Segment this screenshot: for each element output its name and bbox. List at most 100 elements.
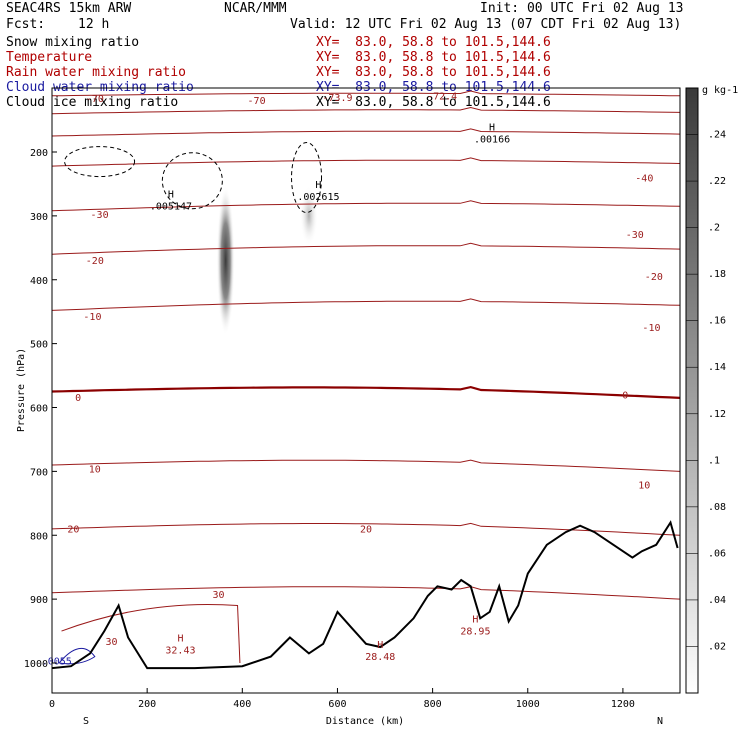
colorbar-tick-label: .24 [708,130,726,141]
x-tick-label: 200 [138,699,156,710]
y-tick-label: 400 [30,276,48,287]
colorbar: .02 .04 .06 .08 .1 .12 .14 .16 .18 .2 .22 .24 [685,87,726,694]
field-snow-name: Snow mixing ratio [6,35,140,50]
contour-label: 30 [212,590,224,601]
cloud-water-contour [58,648,96,665]
contour-label: 0 [622,391,628,402]
colorbar-tick-label: .16 [708,316,726,327]
contour-label: -20 [645,272,663,283]
colorbar-units: g kg-1 [702,85,738,96]
maximum-value: .002615 [297,192,339,203]
x-tick-label: 600 [328,699,346,710]
colorbar-ramp [685,87,699,694]
temperature-contour [52,298,680,311]
x-tick-label: 1200 [611,699,635,710]
cloud-ice-contour [64,146,136,178]
colorbar-tick-label: .12 [708,409,726,420]
field-temp-name: Temperature [6,50,93,65]
maximum-value: 28.48 [365,652,395,663]
contour-label: 10 [89,465,101,476]
fcst-value: 12 h [78,17,110,32]
contour-label: -30 [91,210,109,221]
model-title: SEAC4RS 15km ARW [6,1,132,16]
snow-max-column [216,185,235,336]
contour-label: -30 [626,230,644,241]
field-rain-xy: XY= 83.0, 58.8 to 101.5,144.6 [316,65,551,80]
temperature-contour [52,128,680,137]
axes: 0 200 400 600 800 1000 12002003004005006007008… [24,148,635,710]
maximum-mark: H [177,633,183,644]
contour-label: 20 [360,525,372,536]
temperature-contour [52,90,680,97]
temperature-contour [52,106,680,115]
colorbar-tick-label: .02 [708,641,726,652]
colorbar-tick-label: .08 [708,502,726,513]
maximum-value: 32.43 [165,645,195,656]
y-tick-label: 600 [30,404,48,415]
y-tick-label: 800 [30,531,48,542]
maximum-value: 28.95 [460,626,490,637]
maximum-mark: H [472,614,478,625]
colorbar-tick-label: .06 [708,548,726,559]
temperature-contour [52,200,680,212]
maximum-value: .005147 [150,201,192,212]
contour-label: -70 [86,94,104,105]
temperature-contour [52,522,680,536]
terrain-surface-line [52,520,679,670]
contour-labels: -70 -70 -73.9 -72.4 -40 -30 -30 -20 -20 -10 -10 0 0 1… [42,92,663,668]
maximum-mark: H [168,189,174,200]
field-cloudice-name: Cloud ice mixing ratio [6,95,179,110]
y-tick-label: 900 [30,595,48,606]
field-temp-xy: XY= 83.0, 58.8 to 101.5,144.6 [316,50,551,65]
contour-label: -70 [248,96,266,107]
contour-label: -73.9 [322,93,352,104]
contour-label: -10 [83,312,101,323]
y-tick-label: 200 [30,148,48,159]
contour-label: -40 [635,173,653,184]
colorbar-tick-label: .1 [708,455,720,466]
x-tick-label: 0 [49,699,55,710]
init-time: Init: 00 UTC Fri 02 Aug 13 [480,1,684,16]
maximum-mark: H [489,122,495,133]
field-snow-xy: XY= 83.0, 58.8 to 101.5,144.6 [316,35,551,50]
org-label: NCAR/MMM [224,1,287,16]
temperature-contour [52,157,680,167]
temperature-contour [52,242,680,255]
cloud-ice-contour [291,142,323,214]
x-tick-label: 400 [233,699,251,710]
maximum-mark: H [377,640,383,651]
colorbar-tick-label: .2 [708,223,720,234]
y-tick-label: 700 [30,467,48,478]
temperature-contours [52,90,680,664]
contour-label: 0 [75,393,81,404]
field-cloudice-xy: XY= 83.0, 58.8 to 101.5,144.6 [316,95,551,110]
x-tick-label: 1000 [516,699,540,710]
y-tick-label: 300 [30,212,48,223]
colorbar-tick-label: .22 [708,176,726,187]
maximum-value: .00166 [474,134,510,145]
contour-label: 20 [67,525,79,536]
temperature-contour [52,586,680,600]
temperature-contour [61,603,241,664]
x-axis-label: Distance (km) [326,716,404,727]
terrain-line [52,520,679,670]
contour-label: -10 [642,323,660,334]
y-tick-label: 500 [30,340,48,351]
left-end-label: S [83,716,89,727]
maximum-mark: H [315,180,321,191]
field-rain-name: Rain water mixing ratio [6,65,187,80]
right-end-label: N [657,716,663,727]
colorbar-tick-label: .18 [708,269,726,280]
fcst-label: Fcst: [6,17,46,32]
valid-time: Valid: 12 UTC Fri 02 Aug 13 (07 CDT Fri … [290,17,682,32]
contour-label: 30 [105,637,117,648]
plot-frame [51,87,681,694]
y-axis-label: Pressure (hPa) [16,348,27,432]
cloud-ice-contours [58,142,323,665]
x-tick-label: 800 [424,699,442,710]
temperature-contour [52,459,680,472]
temperature-contour [52,385,680,399]
snow-secondary-column [299,185,318,246]
colorbar-tick-label: .14 [708,362,726,373]
